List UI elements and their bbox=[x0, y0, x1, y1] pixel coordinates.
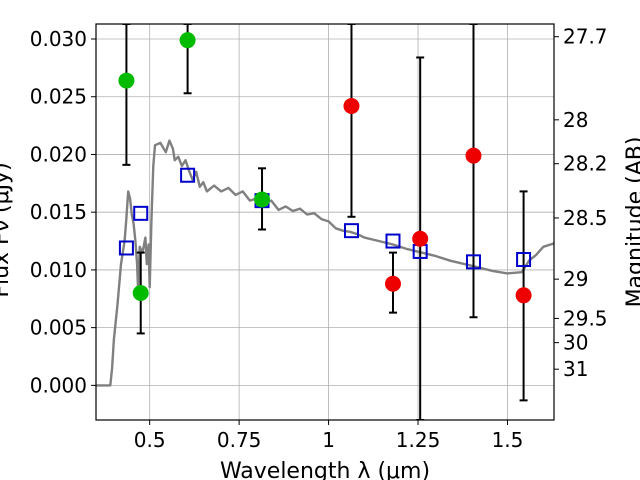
y-axis-label: Flux Fν (μJy) bbox=[0, 162, 14, 297]
y-right-tick-label: 29.5 bbox=[563, 306, 608, 330]
model-photometry-point bbox=[465, 254, 481, 270]
x-tick-label: 0.5 bbox=[134, 428, 166, 452]
observed-flux-point bbox=[465, 147, 482, 164]
observed-flux-point bbox=[179, 32, 196, 49]
y-right-tick-label: 27.7 bbox=[563, 25, 608, 49]
y-tick-label: 0.000 bbox=[30, 373, 87, 397]
model-photometry-point bbox=[516, 252, 532, 268]
y-tick-label: 0.010 bbox=[30, 258, 87, 282]
model-photometry-point bbox=[343, 223, 359, 239]
plot-area bbox=[96, 24, 554, 420]
y-right-tick-label: 30 bbox=[563, 331, 588, 355]
observed-flux-point bbox=[412, 230, 429, 247]
model-photometry-point bbox=[118, 240, 134, 256]
model-spectrum-line bbox=[96, 139, 554, 387]
y-right-tick-label: 28 bbox=[563, 108, 588, 132]
observed-flux-point bbox=[343, 97, 360, 114]
x-tick-label: 0.75 bbox=[217, 428, 262, 452]
x-tick-label: 1.5 bbox=[492, 428, 524, 452]
observed-flux-point bbox=[515, 287, 532, 304]
y-axis-ticks: 0.000 0.005 0.010 0.015 0.020 0.025 0.030 bbox=[30, 27, 96, 397]
x-tick-label: 1.25 bbox=[396, 428, 441, 452]
observed-flux-point bbox=[254, 191, 271, 208]
y-tick-label: 0.015 bbox=[30, 200, 87, 224]
y-tick-label: 0.005 bbox=[30, 316, 87, 340]
plot-frame bbox=[95, 23, 555, 421]
y-right-tick-label: 31 bbox=[563, 357, 588, 381]
y-right-tick-label: 28.2 bbox=[563, 152, 608, 176]
model-photometry-point bbox=[180, 167, 196, 183]
observed-flux-point bbox=[132, 285, 149, 302]
y-tick-label: 0.020 bbox=[30, 142, 87, 166]
observed-flux-point bbox=[384, 275, 401, 292]
x-tick-label: 1 bbox=[322, 428, 335, 452]
y-tick-label: 0.030 bbox=[30, 27, 87, 51]
y-right-tick-label: 28.5 bbox=[563, 206, 608, 230]
grid-lines bbox=[96, 24, 554, 420]
y-right-axis-label: Magnitude (AB) bbox=[623, 137, 640, 308]
y-right-tick-label: 29 bbox=[563, 267, 588, 291]
observed-flux-point bbox=[118, 72, 135, 89]
model-photometry-point bbox=[385, 233, 401, 249]
model-photometry-point bbox=[133, 205, 149, 221]
x-axis-label: Wavelength λ (μm) bbox=[220, 459, 430, 480]
x-axis-ticks: 0.5 0.75 1 1.25 1.5 bbox=[134, 420, 524, 452]
y-tick-label: 0.025 bbox=[30, 85, 87, 109]
